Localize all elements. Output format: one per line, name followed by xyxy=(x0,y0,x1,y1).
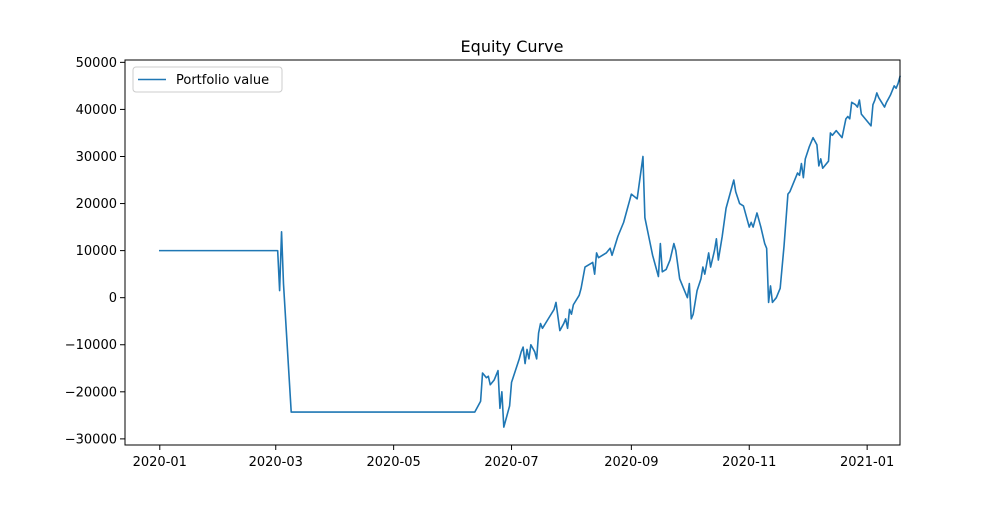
plot-frame xyxy=(124,59,901,446)
y-tick-label: −10000 xyxy=(65,338,117,353)
legend-label: Portfolio value xyxy=(176,73,269,88)
y-tick-label: −20000 xyxy=(65,385,117,400)
legend: Portfolio value xyxy=(132,66,283,93)
y-tick-label: 20000 xyxy=(76,197,117,212)
x-tick-label: 2020-09 xyxy=(604,455,658,470)
x-tick-label: 2020-03 xyxy=(249,455,303,470)
y-axis: −30000 −20000 −10000 0 10000 20000 30000 40000 5… xyxy=(65,56,125,447)
x-tick-label: 2020-01 xyxy=(133,455,187,470)
y-tick-label: −30000 xyxy=(65,432,117,447)
y-tick-label: 40000 xyxy=(76,103,117,118)
y-tick-label: 30000 xyxy=(76,150,117,165)
chart-title: Equity Curve xyxy=(461,37,564,56)
x-tick-label: 2020-07 xyxy=(484,455,538,470)
x-tick-label: 2020-05 xyxy=(366,455,420,470)
legend-box xyxy=(132,66,283,93)
series-layer xyxy=(158,75,901,428)
x-tick-label: 2021-01 xyxy=(840,455,894,470)
y-tick-label: 50000 xyxy=(76,56,117,71)
y-tick-label: 0 xyxy=(109,291,117,306)
x-tick-label: 2020-11 xyxy=(722,455,776,470)
series-line-portfolio-value xyxy=(158,75,901,428)
y-tick-label: 10000 xyxy=(76,244,117,259)
x-axis: 2020-01 2020-03 2020-05 2020-07 2020-09 2020-… xyxy=(133,445,894,470)
